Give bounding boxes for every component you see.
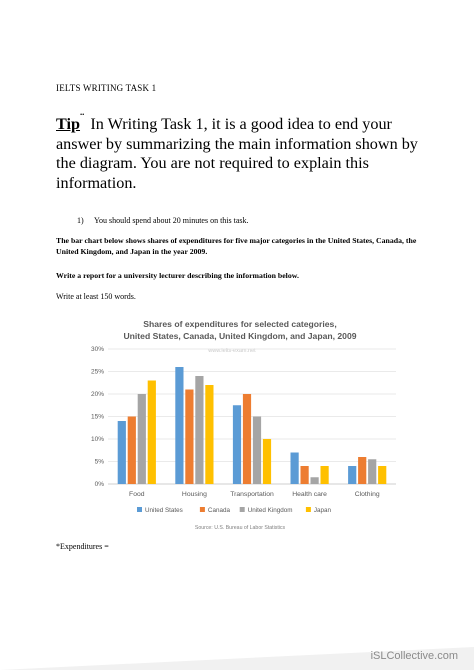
- task-heading: IELTS WRITING TASK 1: [56, 83, 157, 93]
- tip-label: Tip: [56, 115, 81, 133]
- chart-source: Source: U.S. Bureau of Labor Statistics: [195, 525, 286, 531]
- legend-swatch: [305, 507, 311, 512]
- bar-japan: [205, 385, 214, 484]
- bar-canada: [127, 416, 136, 484]
- bar-canada: [300, 466, 309, 484]
- y-tick-label: 15%: [91, 414, 104, 421]
- grid-layer: [108, 348, 396, 485]
- tip-marks: ¨: [80, 110, 85, 125]
- x-axis-ticks: Food Housing Transportation Health care Clot…: [129, 491, 380, 498]
- instruction-number: 1): [77, 216, 84, 225]
- legend-swatch: [239, 507, 245, 512]
- bar-united-states: [232, 405, 242, 484]
- chart-watermark: www.ielts-exam.net: [207, 348, 256, 354]
- instruction-item: 1) You should spend about 20 minutes on t…: [77, 216, 249, 225]
- y-tick-label: 20%: [91, 391, 104, 398]
- y-tick-label: 30%: [91, 346, 104, 353]
- chart-title-line2: United States, Canada, United Kingdom, a…: [123, 331, 356, 341]
- bar-united-states: [348, 466, 357, 484]
- bar-united-states: [175, 367, 184, 484]
- task-prompt: The bar chart below shows shares of expe…: [56, 236, 417, 256]
- y-axis-ticks: 0% 5% 10% 15% 20% 25% 30%: [91, 346, 104, 488]
- x-tick-label: Food: [129, 491, 145, 498]
- bar-united-kingdom: [195, 376, 204, 484]
- bar-japan: [147, 380, 156, 484]
- legend-swatch: [137, 507, 142, 512]
- x-tick-label: Housing: [182, 491, 207, 498]
- bar-united-states: [290, 452, 299, 484]
- report-instruction: Write a report for a university lecturer…: [56, 271, 299, 280]
- y-tick-label: 5%: [95, 459, 105, 466]
- y-tick-label: 25%: [91, 369, 104, 376]
- y-tick-label: 0%: [95, 481, 105, 488]
- bar-united-kingdom: [252, 416, 262, 484]
- tip-text: In Writing Task 1, it is a good idea to …: [56, 115, 418, 192]
- bar-canada: [242, 394, 252, 484]
- legend-label: Canada: [208, 507, 231, 514]
- tip-paragraph: Tip¨ In Writing Task 1, it is a good ide…: [56, 108, 426, 193]
- legend-swatch: [199, 507, 205, 512]
- y-tick-label: 10%: [91, 436, 104, 443]
- branding-strip: [0, 647, 474, 670]
- branding-shape: [0, 647, 474, 670]
- legend-label: United States: [145, 507, 183, 514]
- x-tick-label: Clothing: [355, 491, 380, 498]
- bar-canada: [358, 457, 367, 484]
- bar-chart: Shares of expenditures for selected cate…: [91, 319, 396, 531]
- x-tick-label: Health care: [292, 491, 327, 498]
- legend-label: United Kingdom: [248, 507, 293, 514]
- word-count-instruction: Write at least 150 words.: [56, 292, 136, 301]
- x-tick-label: Transportation: [230, 491, 274, 498]
- footnote: *Expenditures =: [56, 542, 109, 551]
- instruction-text: You should spend about 20 minutes on thi…: [94, 216, 249, 225]
- bar-japan: [320, 466, 329, 484]
- legend: United States Canada United Kingdom Japan: [137, 507, 332, 514]
- bar-united-kingdom: [137, 394, 146, 484]
- bar-japan: [378, 466, 387, 484]
- bar-canada: [185, 389, 194, 484]
- bars-layer: [117, 367, 387, 484]
- bar-united-kingdom: [310, 477, 319, 484]
- bar-japan: [262, 439, 272, 484]
- legend-label: Japan: [314, 507, 332, 514]
- bar-united-states: [117, 421, 126, 484]
- bar-united-kingdom: [368, 459, 377, 484]
- chart-title-line1: Shares of expenditures for selected cate…: [143, 319, 336, 329]
- branding-text: iSLCollective.com: [370, 650, 458, 662]
